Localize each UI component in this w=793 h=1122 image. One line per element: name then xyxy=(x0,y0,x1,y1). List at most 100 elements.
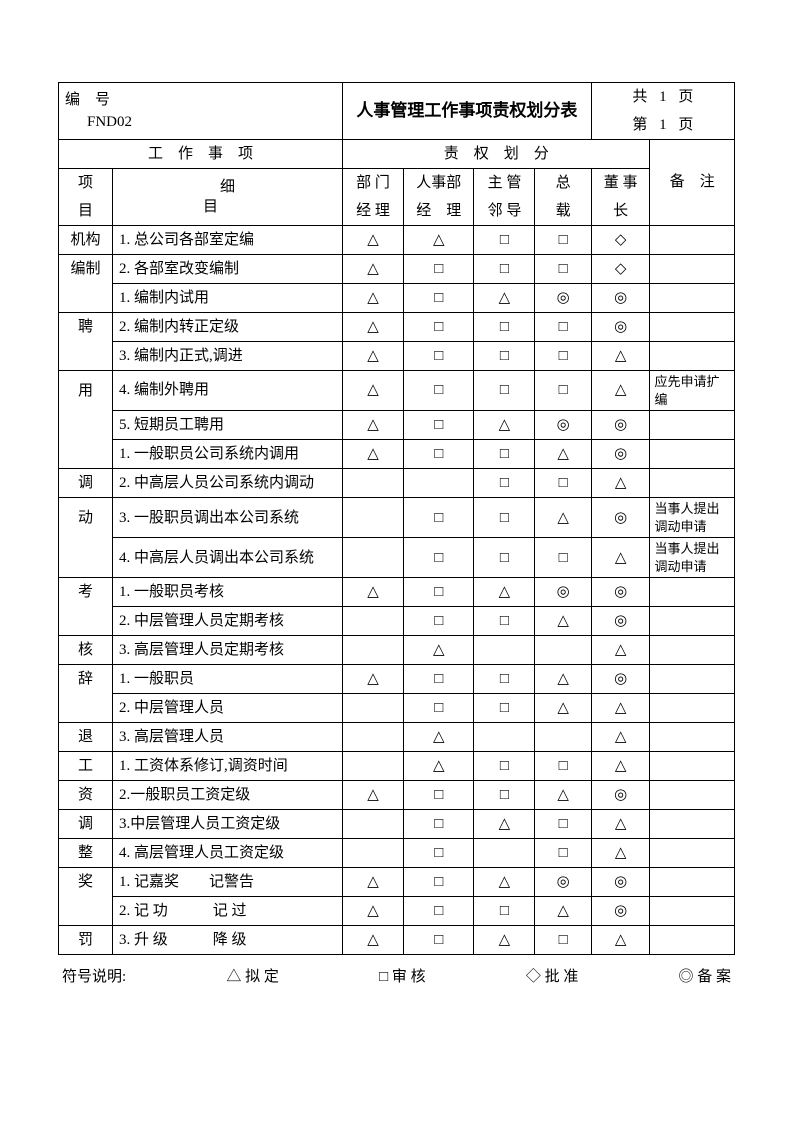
authority-cell-1: △ xyxy=(343,411,404,440)
authority-cell-1 xyxy=(343,469,404,498)
authority-cell-3: □ xyxy=(474,607,535,636)
authority-cell-5: ◎ xyxy=(591,868,650,897)
authority-cell-3: □ xyxy=(474,694,535,723)
note-cell xyxy=(650,665,735,694)
code-cell: 编 号 FND02 xyxy=(59,83,343,140)
authority-cell-4: □ xyxy=(535,469,591,498)
authority-cell-4: ◎ xyxy=(535,578,591,607)
authority-cell-5: ◎ xyxy=(591,578,650,607)
authority-cell-2: □ xyxy=(404,342,474,371)
category-cell: 整 xyxy=(59,839,113,868)
detail-cell: 1. 总公司各部室定编 xyxy=(112,226,342,255)
category-cell xyxy=(59,607,113,636)
code-value: FND02 xyxy=(65,112,338,132)
col3-top: 主 管 xyxy=(474,169,535,198)
authority-cell-3: □ xyxy=(474,897,535,926)
category-cell: 罚 xyxy=(59,926,113,955)
authority-cell-3: □ xyxy=(474,665,535,694)
authority-cell-1: △ xyxy=(343,342,404,371)
page-current: 第 1 页 xyxy=(591,111,734,140)
detail-cell: 3. 高层管理人员 xyxy=(112,723,342,752)
table-row: 2. 记 功 记 过△□□△◎ xyxy=(59,897,735,926)
detail-cell: 2.一般职员工资定级 xyxy=(112,781,342,810)
authority-cell-1 xyxy=(343,498,404,538)
authority-cell-4: □ xyxy=(535,226,591,255)
authority-cell-2: △ xyxy=(404,636,474,665)
table-row: 2. 中层管理人员定期考核□□△◎ xyxy=(59,607,735,636)
table-row: 资2.一般职员工资定级△□□△◎ xyxy=(59,781,735,810)
detail-cell: 1. 一般职员考核 xyxy=(112,578,342,607)
table-row: 1. 一般职员公司系统内调用△□□△◎ xyxy=(59,440,735,469)
authority-cell-4: ◎ xyxy=(535,284,591,313)
authority-cell-3: □ xyxy=(474,781,535,810)
authority-cell-2: △ xyxy=(404,226,474,255)
note-cell xyxy=(650,752,735,781)
doc-title: 人事管理工作事项责权划分表 xyxy=(343,83,592,140)
authority-cell-4: △ xyxy=(535,781,591,810)
authority-cell-5: △ xyxy=(591,810,650,839)
col4-top: 总 xyxy=(535,169,591,198)
authority-cell-5: ◎ xyxy=(591,607,650,636)
table-row: 调3.中层管理人员工资定级□△□△ xyxy=(59,810,735,839)
authority-cell-4: □ xyxy=(535,752,591,781)
authority-cell-1 xyxy=(343,636,404,665)
col-note-header: 备 注 xyxy=(650,140,735,226)
authority-cell-3: □ xyxy=(474,371,535,411)
page-total: 共 1 页 xyxy=(591,83,734,112)
authority-cell-2: □ xyxy=(404,538,474,578)
authority-cell-4: □ xyxy=(535,538,591,578)
table-row: 5. 短期员工聘用△□△◎◎ xyxy=(59,411,735,440)
authority-cell-3: □ xyxy=(474,538,535,578)
authority-cell-5: △ xyxy=(591,469,650,498)
table-row: 聘2. 编制内转正定级△□□□◎ xyxy=(59,313,735,342)
table-row: 2. 中层管理人员□□△△ xyxy=(59,694,735,723)
main-table: 编 号 FND02 人事管理工作事项责权划分表 共 1 页 第 1 页 工 作 … xyxy=(58,82,735,955)
authority-cell-5: ◇ xyxy=(591,255,650,284)
note-cell xyxy=(650,578,735,607)
category-cell: 编制 xyxy=(59,255,113,284)
category-cell xyxy=(59,411,113,440)
authority-cell-2: □ xyxy=(404,665,474,694)
authority-cell-2: △ xyxy=(404,752,474,781)
category-cell: 退 xyxy=(59,723,113,752)
note-cell xyxy=(650,440,735,469)
authority-cell-4: □ xyxy=(535,342,591,371)
authority-cell-4: △ xyxy=(535,498,591,538)
authority-cell-2: △ xyxy=(404,723,474,752)
detail-cell: 3. 高层管理人员定期考核 xyxy=(112,636,342,665)
table-row: 机构1. 总公司各部室定编△△□□◇ xyxy=(59,226,735,255)
table-row: 调2. 中高层人员公司系统内调动□□△ xyxy=(59,469,735,498)
authority-cell-5: △ xyxy=(591,926,650,955)
table-row: 4. 中高层人员调出本公司系统□□□△当事人提出调动申请 xyxy=(59,538,735,578)
note-cell xyxy=(650,839,735,868)
authority-cell-4: □ xyxy=(535,839,591,868)
category-cell: 核 xyxy=(59,636,113,665)
note-cell xyxy=(650,255,735,284)
section-work-items: 工 作 事 项 xyxy=(59,140,343,169)
authority-cell-1 xyxy=(343,810,404,839)
detail-cell: 4. 编制外聘用 xyxy=(112,371,342,411)
authority-cell-1: △ xyxy=(343,284,404,313)
table-row: 奖1. 记嘉奖 记警告△□△◎◎ xyxy=(59,868,735,897)
table-row: 用4. 编制外聘用△□□□△应先申请扩编 xyxy=(59,371,735,411)
category-cell: 用 xyxy=(59,371,113,411)
authority-cell-2: □ xyxy=(404,897,474,926)
authority-cell-3: △ xyxy=(474,868,535,897)
authority-cell-3: △ xyxy=(474,926,535,955)
table-row: 动3. 一股职员调出本公司系统□□△◎当事人提出调动申请 xyxy=(59,498,735,538)
authority-cell-2: □ xyxy=(404,839,474,868)
category-cell: 动 xyxy=(59,498,113,538)
note-cell xyxy=(650,284,735,313)
table-row: 罚3. 升 级 降 级△□△□△ xyxy=(59,926,735,955)
note-cell: 当事人提出调动申请 xyxy=(650,498,735,538)
authority-cell-1: △ xyxy=(343,926,404,955)
detail-cell: 3.中层管理人员工资定级 xyxy=(112,810,342,839)
authority-cell-4: △ xyxy=(535,440,591,469)
authority-cell-5: ◎ xyxy=(591,665,650,694)
authority-cell-4: △ xyxy=(535,665,591,694)
table-row: 1. 编制内试用△□△◎◎ xyxy=(59,284,735,313)
category-cell: 辞 xyxy=(59,665,113,694)
authority-cell-4: □ xyxy=(535,313,591,342)
note-cell xyxy=(650,636,735,665)
authority-cell-5: △ xyxy=(591,723,650,752)
